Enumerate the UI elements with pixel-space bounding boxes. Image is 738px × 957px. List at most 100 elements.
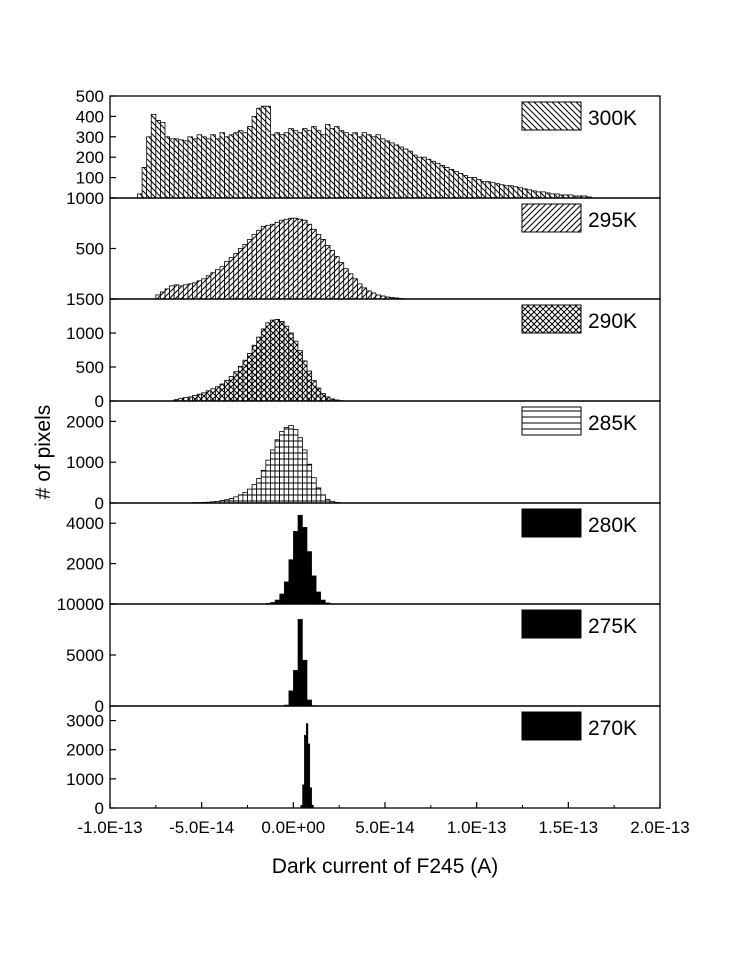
- histogram-bar: [215, 386, 221, 402]
- histogram-bar: [233, 371, 239, 402]
- histogram-bar: [233, 132, 239, 199]
- histogram-bar: [247, 488, 253, 504]
- histogram-bar: [279, 321, 285, 402]
- histogram-bar: [366, 290, 372, 300]
- histogram-bar: [490, 182, 496, 199]
- histogram-bar: [512, 186, 519, 199]
- y-tick-label: 0: [95, 697, 104, 716]
- histogram-bar: [416, 156, 423, 199]
- histogram-bar: [304, 734, 307, 809]
- y-tick-label: 10000: [57, 595, 104, 614]
- histogram-bar: [146, 136, 152, 199]
- histogram-bar: [256, 107, 262, 199]
- histogram-bar: [224, 136, 230, 199]
- histogram-bar: [224, 380, 230, 402]
- histogram-bar: [329, 250, 335, 300]
- histogram-bar: [380, 138, 386, 199]
- histogram-bar: [283, 325, 290, 402]
- histogram-bar: [316, 591, 322, 605]
- histogram-bar: [293, 531, 299, 605]
- histogram-bar: [242, 359, 248, 402]
- histogram-bar: [480, 181, 487, 199]
- histogram-bar: [320, 239, 326, 300]
- y-tick-label: 300: [76, 128, 104, 147]
- histogram-bar: [448, 169, 455, 199]
- histogram-bar: [192, 282, 198, 300]
- histogram-bar: [160, 291, 166, 300]
- histogram-bar: [526, 189, 533, 199]
- y-tick-label: 2000: [66, 555, 104, 574]
- histogram-bar: [265, 459, 271, 504]
- histogram-bar: [242, 491, 248, 504]
- histogram-bar: [315, 387, 322, 402]
- histogram-bar: [256, 478, 262, 504]
- histogram-bar: [283, 218, 290, 300]
- histogram-bar: [315, 233, 322, 300]
- histogram-bar: [357, 283, 363, 300]
- histogram-bar: [288, 559, 294, 605]
- histogram-bar: [370, 136, 377, 199]
- x-tick-label: -1.0E-13: [77, 818, 142, 837]
- histogram-bar: [357, 136, 363, 199]
- histogram-bar: [205, 138, 212, 199]
- histogram-bar: [237, 248, 244, 300]
- histogram-bar: [320, 494, 326, 504]
- panel-275K: 0 5000 10000 275K: [57, 595, 661, 716]
- histogram-bar: [260, 328, 267, 402]
- histogram-bar: [173, 138, 180, 199]
- histogram-bar: [407, 150, 413, 199]
- histogram-bar: [535, 191, 542, 199]
- legend-label: 275K: [588, 615, 637, 638]
- histogram-bar: [297, 350, 303, 402]
- histogram-bar: [265, 322, 271, 402]
- histogram-bar: [210, 272, 216, 300]
- y-tick-label: 1000: [66, 770, 104, 789]
- histogram-bar: [476, 179, 482, 199]
- histogram-bar: [150, 113, 157, 199]
- legend-swatch: [521, 406, 582, 436]
- panel-270K: 0 1000 2000 3000 270K: [66, 705, 661, 818]
- y-tick-label: 5000: [66, 646, 104, 665]
- histogram-bar: [453, 171, 459, 199]
- histogram-bar: [329, 128, 335, 199]
- histogram-bar: [306, 130, 313, 199]
- histogram-bar: [302, 449, 308, 504]
- histogram-bar: [352, 278, 358, 300]
- histogram-bar: [305, 723, 309, 809]
- histogram-bar: [215, 138, 221, 199]
- histogram-bar: [164, 136, 170, 199]
- histogram-bar: [315, 487, 322, 504]
- histogram-bar: [274, 132, 280, 199]
- histogram-bar: [178, 139, 184, 199]
- y-tick-label: 0: [95, 392, 104, 411]
- histogram-bar: [311, 126, 317, 199]
- histogram-bar: [187, 136, 193, 199]
- histogram-bar: [210, 388, 216, 402]
- histogram-bar: [508, 185, 514, 199]
- x-tick-label: 5.0E-14: [355, 818, 415, 837]
- histogram-bar: [274, 221, 280, 300]
- histogram-bar: [293, 670, 299, 707]
- histogram-bar: [288, 690, 294, 707]
- histogram-bar: [384, 140, 390, 199]
- histogram-bar: [270, 449, 276, 504]
- legend-label: 290K: [588, 310, 637, 333]
- histogram-bar: [347, 134, 354, 199]
- histogram-bar: [155, 120, 161, 199]
- legend-swatch: [521, 508, 582, 538]
- histogram-bar: [279, 593, 285, 605]
- histogram-bar: [307, 743, 311, 809]
- legend-swatch: [521, 711, 582, 741]
- histogram-bar: [247, 126, 253, 199]
- legend-swatch: [521, 101, 582, 131]
- y-tick-label: 3000: [66, 712, 104, 731]
- y-tick-label: 500: [76, 87, 104, 106]
- histogram-bar: [325, 245, 331, 300]
- panel-290K: 0 500 1000 1500 290K: [66, 290, 661, 411]
- histogram-bar: [260, 225, 267, 300]
- histogram-bar: [173, 284, 180, 300]
- y-tick-label: 0: [95, 799, 104, 818]
- histogram-bar: [540, 191, 546, 199]
- histogram-bar: [297, 132, 303, 199]
